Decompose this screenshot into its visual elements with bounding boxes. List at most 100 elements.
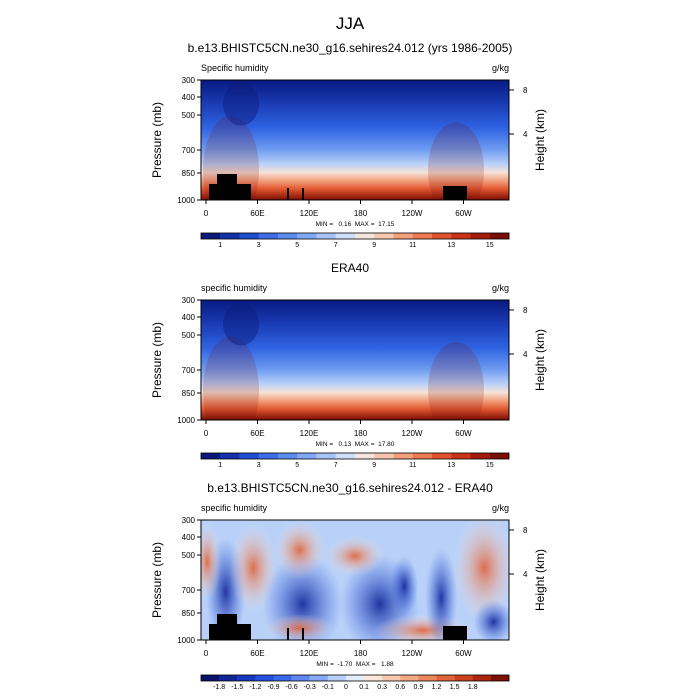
panel-2: ERA40 specific humidity g/kg Pressure (mb) H… xyxy=(150,261,547,469)
colorbar-swatch xyxy=(393,453,413,459)
colorbar-swatch xyxy=(400,675,419,681)
y-tick-label: 850 xyxy=(182,609,196,618)
colorbar-swatch xyxy=(470,453,490,459)
colorbar-label: 0.3 xyxy=(377,684,387,691)
colorbar-swatch xyxy=(355,233,375,239)
colorbar-swatch xyxy=(316,233,336,239)
colorbar-swatch xyxy=(219,675,238,681)
colorbar-swatch xyxy=(278,453,298,459)
contour-field xyxy=(201,300,509,420)
dry-tongue xyxy=(223,302,259,346)
panel-1: b.e13.BHISTC5CN.ne30_g16.sehires24.012 (… xyxy=(150,41,547,249)
colorbar: 1 3 5 7 9 11 13 15 xyxy=(200,452,510,469)
colorbar-label: 9 xyxy=(372,242,376,249)
colorbar: -1.8 -1.5 -1.2 -0.9 -0.6 -0.3 -0.1 0 0.1 0.3 0.6 0.… xyxy=(200,674,510,691)
colorbar-frame xyxy=(200,232,510,240)
colorbar-label: -1.2 xyxy=(249,684,261,691)
anomaly-blob-6 xyxy=(265,614,334,640)
y-axis-label: Pressure (mb) xyxy=(150,102,164,178)
colorbar-label: 7 xyxy=(334,242,338,249)
x-tick-label: 60W xyxy=(455,209,472,218)
colorbar-swatch xyxy=(297,233,317,239)
y-tick-label: 700 xyxy=(182,366,196,375)
x-tick-label: 180 xyxy=(354,209,368,218)
colorbar-label: 15 xyxy=(486,242,494,249)
contour-field xyxy=(201,80,509,200)
colorbar-label: -1.5 xyxy=(231,684,243,691)
y-tick-right-label: 4 xyxy=(523,130,528,139)
colorbar-label: 13 xyxy=(447,462,455,469)
colorbar-swatch xyxy=(364,675,383,681)
colorbar-label: 11 xyxy=(409,242,416,249)
terrain-mask-4 xyxy=(287,628,289,640)
terrain-mask-6 xyxy=(443,626,467,640)
colorbar-label: 1.5 xyxy=(450,684,460,691)
colorbar-swatch xyxy=(297,453,317,459)
colorbar-swatch xyxy=(355,453,375,459)
terrain-mask-5 xyxy=(302,628,304,640)
anomaly-blob-2 xyxy=(201,522,222,602)
colorbar-swatch xyxy=(258,453,279,459)
x-tick-label: 0 xyxy=(204,209,209,218)
colorbar-swatch xyxy=(432,453,452,459)
x-tick-label: 120W xyxy=(402,209,423,218)
x-tick-label: 60W xyxy=(455,649,472,658)
panel-title: b.e13.BHISTC5CN.ne30_g16.sehires24.012 (… xyxy=(188,41,513,55)
colorbar-swatch xyxy=(201,453,221,459)
terrain-mask-4 xyxy=(287,188,289,200)
colorbar: 1 3 5 7 9 11 13 15 xyxy=(200,232,510,249)
moist-bump-2 xyxy=(428,122,484,200)
colorbar-swatch xyxy=(412,233,433,239)
colorbar-label: 1.8 xyxy=(468,684,478,691)
units-label: g/kg xyxy=(492,63,509,73)
y-tick-label: 1000 xyxy=(177,636,195,645)
y-tick-label: 1000 xyxy=(177,196,195,205)
y-tick-right-label: 4 xyxy=(523,350,528,359)
x-tick-label: 0 xyxy=(204,649,209,658)
colorbar-swatch xyxy=(220,233,240,239)
x-tick-label: 180 xyxy=(354,429,368,438)
y-tick-label: 400 xyxy=(182,313,196,322)
colorbar-swatch xyxy=(432,233,452,239)
panels-group: b.e13.BHISTC5CN.ne30_g16.sehires24.012 (… xyxy=(150,41,547,691)
figure-title: JJA xyxy=(336,14,365,33)
y-tick-right-label: 4 xyxy=(523,570,528,579)
y-tick-label: 400 xyxy=(182,533,196,542)
colorbar-label: 7 xyxy=(334,462,338,469)
y-tick-label: 500 xyxy=(182,551,196,560)
colorbar-swatch xyxy=(220,453,240,459)
colorbar-swatch xyxy=(201,233,221,239)
y-axis-label-right: Height (km) xyxy=(533,109,547,171)
terrain-mask-5 xyxy=(302,188,304,200)
colorbar-swatch xyxy=(201,675,220,681)
colorbar-swatch xyxy=(472,675,492,681)
colorbar-swatch xyxy=(393,233,413,239)
x-tick-label: 180 xyxy=(354,649,368,658)
colorbar-label: 0 xyxy=(344,684,348,691)
colorbar-swatch xyxy=(335,233,356,239)
x-tick-label: 120W xyxy=(402,429,423,438)
panel-title: ERA40 xyxy=(331,261,369,275)
anomaly-blob-12 xyxy=(325,536,385,576)
colorbar-label: 1.2 xyxy=(432,684,442,691)
colorbar-label: 5 xyxy=(295,242,299,249)
min-max-stats: MIN = 0.13 MAX = 17.80 xyxy=(316,441,395,448)
x-tick-label: 120E xyxy=(300,209,319,218)
plot-frame xyxy=(200,299,510,421)
colorbar-swatch xyxy=(258,233,279,239)
y-tick-label: 700 xyxy=(182,146,196,155)
colorbar-swatch xyxy=(255,675,274,681)
colorbar-swatch xyxy=(239,233,259,239)
terrain-mask-3 xyxy=(223,624,251,640)
contour-field xyxy=(201,520,509,640)
colorbar-label: 11 xyxy=(409,462,416,469)
colorbar-swatch xyxy=(470,233,490,239)
colorbar-label: 0.9 xyxy=(414,684,424,691)
y-axis-label: Pressure (mb) xyxy=(150,542,164,618)
colorbar-swatch xyxy=(316,453,336,459)
min-max-stats: MIN = -1.70 MAX = 1.88 xyxy=(316,661,394,668)
anomaly-blob-9 xyxy=(425,548,458,640)
colorbar-swatch xyxy=(374,233,394,239)
anomaly-blob-13 xyxy=(390,556,419,616)
colorbar-swatch xyxy=(309,675,329,681)
